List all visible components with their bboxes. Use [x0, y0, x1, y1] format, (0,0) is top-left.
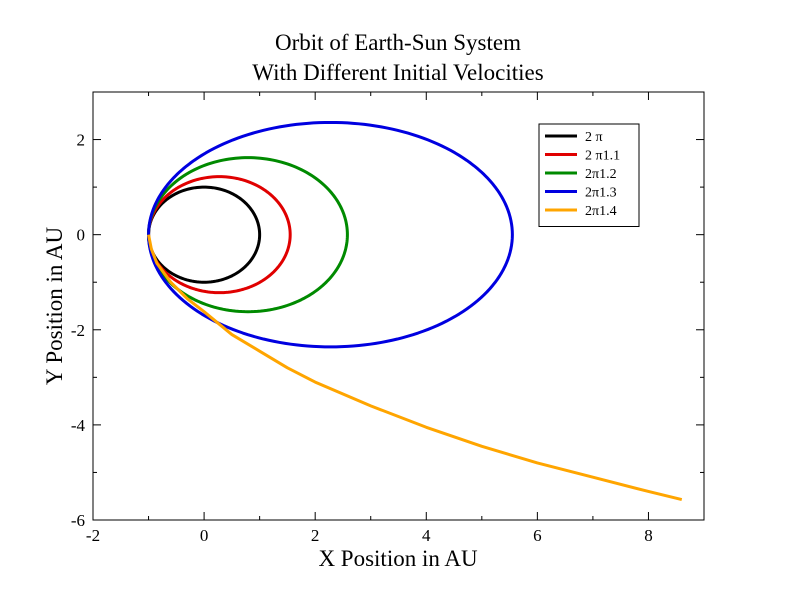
y-tick-label: -2	[71, 321, 85, 340]
x-tick-label: 0	[200, 526, 209, 545]
x-tick-label: 4	[422, 526, 431, 545]
x-tick-label: 2	[311, 526, 320, 545]
x-tick-label: 8	[644, 526, 653, 545]
series-line-1	[147, 185, 262, 284]
tick-layer: -2 0 2 4 6 8 -6 -4 -2 0 2	[71, 91, 705, 545]
y-axis-label: Y Position in AU	[42, 226, 67, 385]
chart-title: Orbit of Earth-Sun System	[275, 30, 521, 55]
legend-label-2: 2 π1.1	[585, 149, 620, 164]
legend: 2 π 2 π1.1 2π1.2 2π1.3 2π1.4	[538, 123, 640, 227]
legend-label-1: 2 π	[585, 130, 603, 145]
series-line-5	[147, 234, 683, 502]
x-tick-label: 6	[533, 526, 542, 545]
series-line-2	[147, 175, 292, 295]
legend-label-5: 2π1.4	[585, 204, 617, 219]
x-tick-label: -2	[86, 526, 100, 545]
series-line-4	[147, 120, 514, 349]
x-axis-label: X Position in AU	[318, 546, 478, 571]
legend-label-4: 2π1.3	[585, 186, 617, 201]
y-tick-label: -4	[71, 416, 86, 435]
y-tick-label: -6	[71, 511, 85, 530]
plot-frame	[92, 91, 705, 521]
y-tick-label: 0	[77, 226, 86, 245]
chart-subtitle: With Different Initial Velocities	[252, 60, 543, 85]
legend-label-3: 2π1.2	[585, 167, 617, 182]
y-tick-label: 2	[77, 131, 86, 150]
series-line-3	[147, 156, 349, 314]
series-layer	[147, 120, 683, 502]
